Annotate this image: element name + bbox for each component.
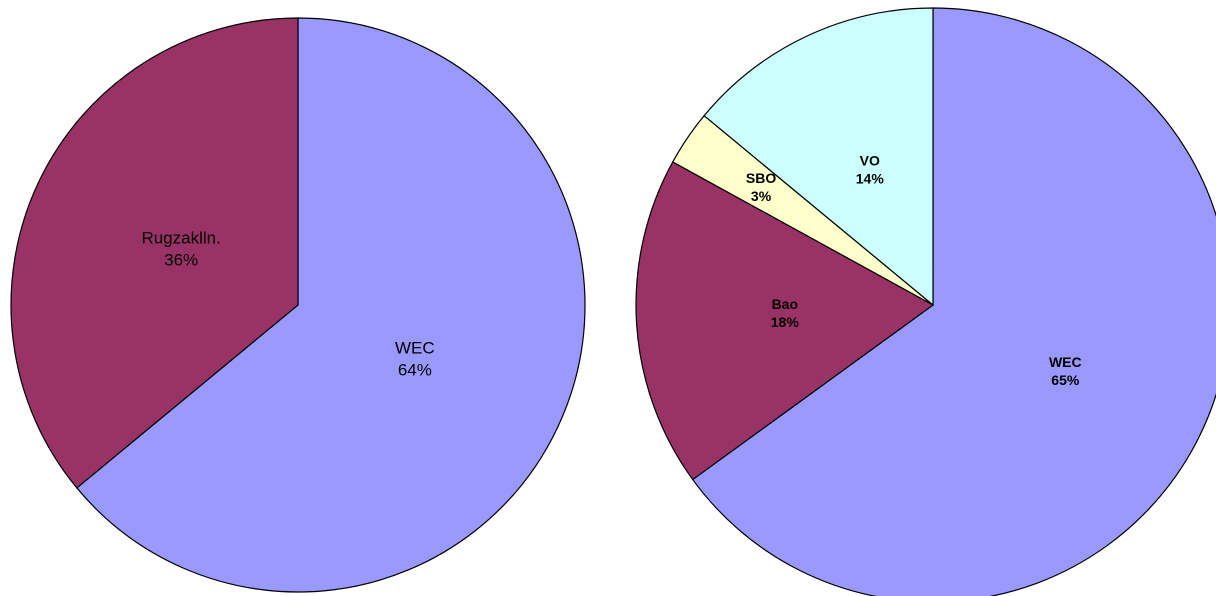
pie-slice bbox=[691, 7, 1216, 596]
slice-label: Rugzaklln. bbox=[141, 228, 220, 247]
slice-value-label: 64% bbox=[398, 360, 432, 379]
slice-value-label: 14% bbox=[856, 170, 885, 186]
pie-left: WEC 64% Rugzaklln. 36% bbox=[10, 17, 586, 593]
slice-value-label: 36% bbox=[164, 250, 198, 269]
slice-value-label: 18% bbox=[771, 314, 800, 330]
pie-right: WEC 65% Bao 18% SBO 3% VO 14% bbox=[635, 7, 1216, 596]
slice-label: Bao bbox=[772, 296, 798, 312]
slice-label: VO bbox=[860, 152, 880, 168]
slice-value-label: 3% bbox=[751, 188, 772, 204]
pie-slice bbox=[76, 17, 586, 593]
pie-slice bbox=[703, 7, 934, 307]
pie-slice bbox=[635, 161, 935, 481]
slice-label: WEC bbox=[1049, 354, 1082, 370]
slice-label: WEC bbox=[395, 338, 435, 357]
slice-label: SBO bbox=[746, 170, 776, 186]
pie-slice bbox=[10, 17, 299, 489]
slice-value-label: 65% bbox=[1051, 372, 1080, 388]
